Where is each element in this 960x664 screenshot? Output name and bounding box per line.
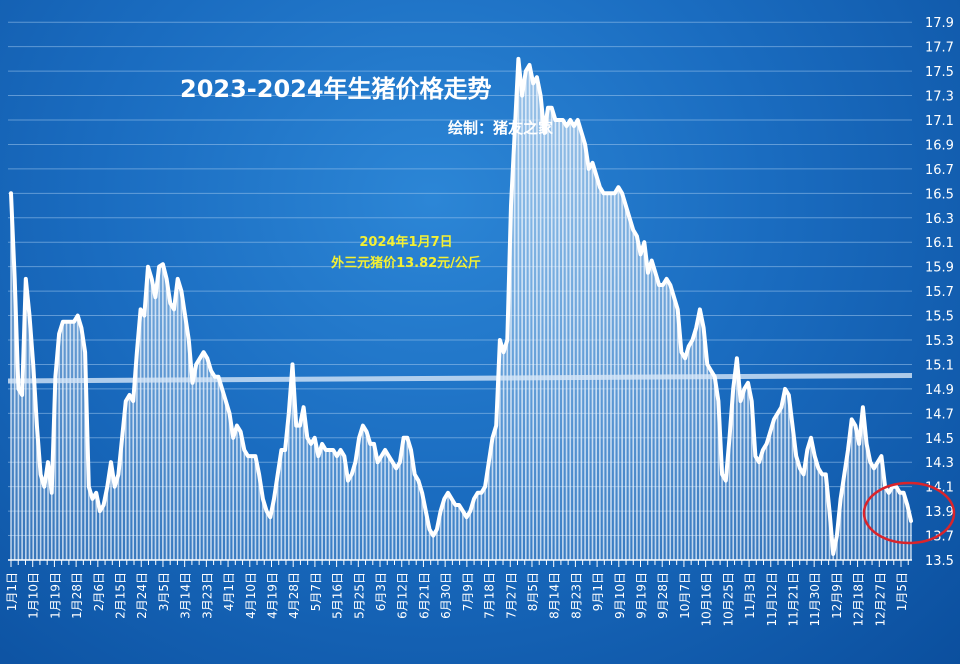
chart-title: 2023-2024年生猪价格走势	[180, 75, 492, 103]
y-tick-label: 15.7	[925, 285, 954, 300]
annotation-price: 外三元猪价13.82元/公斤	[330, 255, 481, 271]
x-tick-label: 7月9日	[461, 572, 475, 611]
x-tick-label: 8月14日	[548, 572, 562, 619]
x-tick-label: 1月19日	[48, 572, 62, 619]
y-tick-label: 13.7	[925, 530, 954, 545]
x-tick-label: 11月3日	[743, 572, 757, 619]
x-tick-label: 11月21日	[786, 572, 800, 627]
y-tick-label: 14.9	[925, 383, 954, 398]
x-tick-label: 2月6日	[92, 572, 106, 611]
x-tick-label: 4月19日	[265, 572, 279, 619]
annotation-date: 2024年1月7日	[359, 234, 452, 250]
y-tick-label: 15.3	[925, 334, 954, 349]
x-tick-label: 3月14日	[179, 572, 193, 619]
y-tick-label: 15.5	[925, 310, 954, 325]
y-tick-label: 13.9	[925, 505, 954, 520]
x-tick-label: 9月28日	[656, 572, 670, 619]
y-tick-label: 16.5	[925, 187, 954, 202]
x-tick-label: 2月15日	[114, 572, 128, 619]
x-tick-label: 12月27日	[873, 572, 887, 627]
y-tick-label: 17.9	[925, 16, 954, 31]
y-tick-label: 16.9	[925, 138, 954, 153]
y-tick-label: 17.1	[925, 114, 954, 129]
x-tick-label: 8月5日	[526, 572, 540, 611]
y-tick-label: 15.9	[925, 261, 954, 276]
x-tick-label: 7月27日	[504, 572, 518, 619]
x-tick-label: 5月7日	[309, 572, 323, 611]
x-tick-label: 5月16日	[331, 572, 345, 619]
x-tick-label: 1月5日	[895, 572, 909, 611]
x-tick-label: 6月30日	[439, 572, 453, 619]
y-tick-label: 14.7	[925, 407, 954, 422]
y-tick-label: 16.3	[925, 212, 954, 227]
y-tick-label: 15.1	[925, 358, 954, 373]
x-tick-label: 6月12日	[396, 572, 410, 619]
y-tick-label: 17.3	[925, 90, 954, 105]
y-tick-label: 17.5	[925, 65, 954, 80]
x-tick-label: 6月3日	[374, 572, 388, 611]
x-tick-label: 6月21日	[417, 572, 431, 619]
y-tick-label: 16.7	[925, 163, 954, 178]
x-tick-label: 2月24日	[135, 572, 149, 619]
x-tick-label: 10月25日	[721, 572, 735, 627]
x-tick-label: 1月28日	[70, 572, 84, 619]
y-tick-label: 14.1	[925, 481, 954, 496]
price-line	[9, 56, 913, 556]
x-tick-label: 8月23日	[569, 572, 583, 619]
x-tick-label: 12月18日	[852, 572, 866, 627]
x-tick-label: 11月12日	[765, 572, 779, 627]
highlight-circle	[862, 481, 956, 545]
x-tick-label: 4月10日	[244, 572, 258, 619]
x-tick-label: 9月1日	[591, 572, 605, 611]
x-axis-labels: 1月1日 1月10日 1月19日 1月28日 2月6日 2月15日 2月24日 3月5日 3月1…	[5, 572, 909, 627]
x-tick-label: 3月23日	[200, 572, 214, 619]
chart-subtitle: 绘制：猪友之家	[448, 119, 553, 137]
x-tick-label: 4月28日	[287, 572, 301, 619]
x-tick-label: 5月25日	[352, 572, 366, 619]
x-tick-label: 1月10日	[27, 572, 41, 619]
y-tick-label: 16.1	[925, 236, 954, 251]
x-tick-label: 3月5日	[157, 572, 171, 611]
y-tick-label: 13.5	[925, 554, 954, 569]
trend-line	[7, 372, 913, 384]
y-tick-label: 14.3	[925, 456, 954, 471]
y-tick-label: 14.5	[925, 432, 954, 447]
x-tick-label: 10月16日	[700, 572, 714, 627]
y-tick-label: 17.7	[925, 41, 954, 56]
x-tick-label: 9月10日	[613, 572, 627, 619]
x-tick-label: 9月19日	[635, 572, 649, 619]
y-axis-labels: 13.5 13.7 13.9 14.1 14.3 14.5 14.7 14.9 15.1 15.3…	[925, 16, 954, 569]
x-tick-label: 11月30日	[808, 572, 822, 627]
x-tick-label: 4月1日	[222, 572, 236, 611]
x-axis-ticks	[10, 560, 909, 567]
x-tick-label: 7月18日	[483, 572, 497, 619]
x-tick-label: 1月1日	[5, 572, 19, 611]
x-tick-label: 10月7日	[678, 572, 692, 619]
x-tick-label: 12月9日	[830, 572, 844, 619]
